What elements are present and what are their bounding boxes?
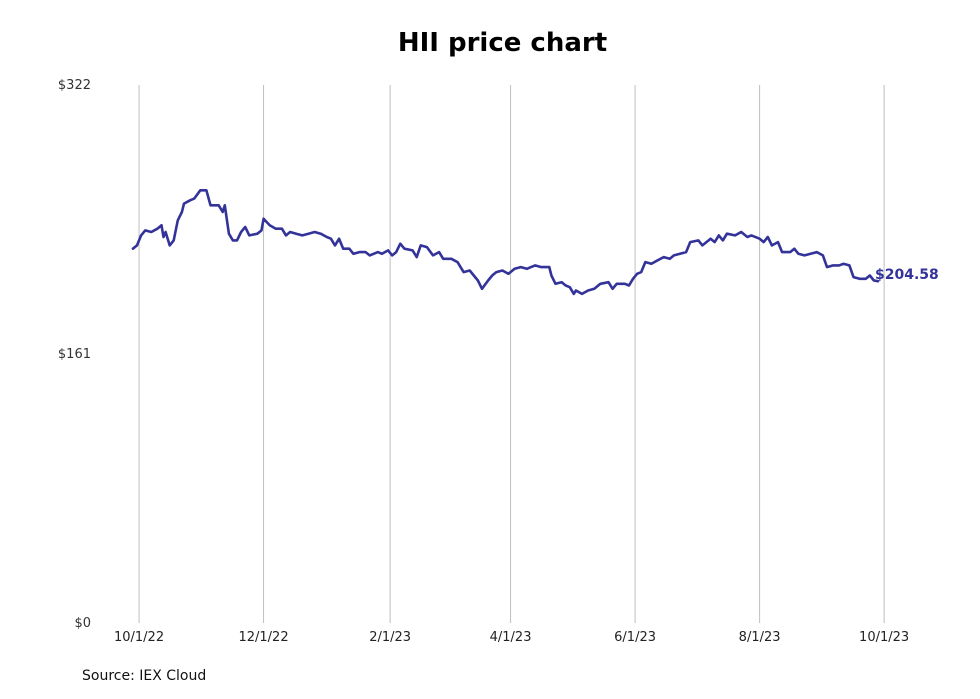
price-series-line — [131, 189, 880, 296]
y-tick-label: $322 — [58, 78, 91, 93]
y-tick-label: $0 — [74, 616, 91, 631]
source-note: Source: IEX Cloud — [82, 668, 207, 684]
last-price-label: $204.58 — [875, 267, 939, 283]
x-tick-label: 4/1/23 — [490, 630, 532, 645]
y-tick-label: $161 — [58, 347, 91, 362]
x-tick-label: 10/1/22 — [114, 630, 164, 645]
chart-title: HII price chart — [397, 28, 608, 58]
y-axis-tick-labels: $0 $161 $322 — [58, 78, 91, 631]
x-gridlines — [138, 85, 885, 623]
x-axis-tick-labels: 10/1/22 12/1/22 2/1/23 4/1/23 6/1/23 8/1/23 10… — [114, 630, 909, 645]
x-tick-label: 2/1/23 — [369, 630, 411, 645]
x-tick-label: 6/1/23 — [614, 630, 656, 645]
x-tick-label: 10/1/23 — [859, 630, 909, 645]
x-tick-label: 8/1/23 — [739, 630, 781, 645]
x-tick-label: 12/1/22 — [238, 630, 288, 645]
